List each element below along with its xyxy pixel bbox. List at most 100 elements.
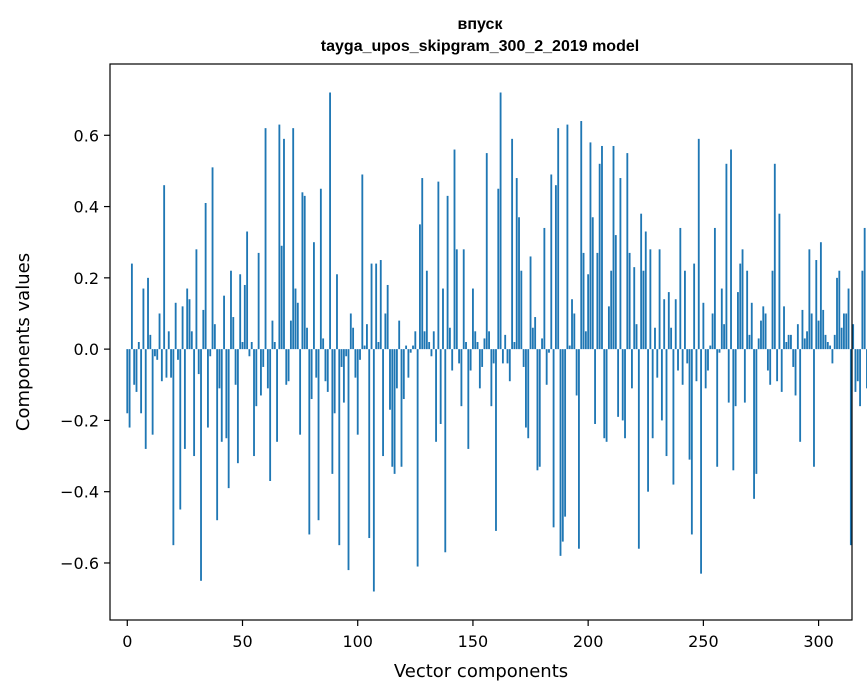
bar-173 xyxy=(525,349,527,428)
bar-27 xyxy=(188,299,191,350)
bar-144 xyxy=(458,349,461,364)
bar-147 xyxy=(465,342,467,350)
bar-191 xyxy=(566,124,569,350)
bar-22 xyxy=(177,349,179,360)
bar-1 xyxy=(128,349,131,428)
bar-135 xyxy=(437,181,440,350)
bar-60 xyxy=(264,128,267,350)
bar-209 xyxy=(607,306,610,350)
bar-218 xyxy=(628,252,631,350)
bar-107 xyxy=(372,349,375,592)
bar-108 xyxy=(375,263,378,350)
bar-82 xyxy=(315,349,318,378)
bar-315 xyxy=(852,324,855,350)
bar-242 xyxy=(684,270,686,350)
x-axis-label: Vector components xyxy=(394,661,568,682)
bar-156 xyxy=(485,153,488,350)
bar-266 xyxy=(739,263,742,350)
bar-77 xyxy=(303,195,306,350)
bar-43 xyxy=(225,349,228,439)
bar-293 xyxy=(801,309,804,350)
bar-224 xyxy=(642,270,645,350)
bar-132 xyxy=(430,349,433,357)
bar-89 xyxy=(331,349,334,474)
bar-16 xyxy=(163,185,166,350)
bar-310 xyxy=(840,327,843,350)
bar-280 xyxy=(771,270,774,350)
bar-72 xyxy=(292,128,295,350)
bar-300 xyxy=(817,320,820,350)
bar-102 xyxy=(361,174,364,350)
bar-234 xyxy=(665,349,668,457)
bar-103 xyxy=(363,345,366,350)
bar-213 xyxy=(617,349,620,417)
bar-66 xyxy=(278,124,281,350)
bar-295 xyxy=(806,331,808,350)
bar-179 xyxy=(538,349,541,467)
bar-228 xyxy=(651,349,654,439)
bar-159 xyxy=(492,349,495,364)
bar-98 xyxy=(352,327,355,350)
bar-188 xyxy=(559,349,562,556)
bar-134 xyxy=(435,349,437,442)
bar-39 xyxy=(216,349,219,521)
bar-270 xyxy=(748,334,751,350)
bar-161 xyxy=(497,188,500,350)
bar-227 xyxy=(649,249,652,350)
bar-120 xyxy=(402,349,405,400)
bar-25 xyxy=(183,349,186,449)
bar-111 xyxy=(382,349,384,457)
bar-215 xyxy=(621,349,624,421)
bar-216 xyxy=(624,349,626,439)
bar-180 xyxy=(541,338,543,350)
bar-12 xyxy=(154,349,156,357)
bar-88 xyxy=(329,92,331,350)
bar-305 xyxy=(829,345,832,350)
bar-81 xyxy=(313,242,315,350)
bar-21 xyxy=(174,302,177,350)
bar-233 xyxy=(663,299,666,350)
bar-122 xyxy=(407,349,410,378)
bar-200 xyxy=(587,274,590,350)
bar-254 xyxy=(711,313,714,350)
bar-74 xyxy=(296,302,299,350)
bar-313 xyxy=(847,288,850,350)
bar-141 xyxy=(451,349,454,371)
bar-42 xyxy=(223,295,225,350)
bar-86 xyxy=(324,349,327,382)
bar-13 xyxy=(156,349,159,360)
bar-260 xyxy=(725,163,728,350)
bar-240 xyxy=(679,227,682,350)
bar-67 xyxy=(280,245,283,350)
bar-274 xyxy=(757,338,760,350)
x-tick-label-300: 300 xyxy=(803,632,834,651)
bar-207 xyxy=(603,349,606,439)
bar-112 xyxy=(384,313,387,350)
bar-58 xyxy=(260,349,262,396)
bar-255 xyxy=(713,227,716,350)
bar-297 xyxy=(810,313,813,350)
bar-79 xyxy=(308,349,311,535)
bar-306 xyxy=(831,349,834,364)
bar-205 xyxy=(598,163,601,350)
bar-219 xyxy=(631,349,633,389)
bar-186 xyxy=(554,185,557,350)
bar-106 xyxy=(370,263,373,350)
bar-276 xyxy=(762,306,765,350)
bar-48 xyxy=(236,349,239,464)
bar-143 xyxy=(455,249,458,350)
bar-38 xyxy=(213,324,216,350)
bar-93 xyxy=(340,349,343,367)
bar-131 xyxy=(428,342,431,350)
bar-190 xyxy=(564,349,567,517)
bar-181 xyxy=(543,227,546,350)
bar-165 xyxy=(506,349,509,364)
bar-2 xyxy=(130,263,133,350)
bar-94 xyxy=(342,349,345,403)
bar-223 xyxy=(640,213,643,350)
x-tick-label-100: 100 xyxy=(342,632,373,651)
bar-140 xyxy=(448,327,451,350)
bar-145 xyxy=(460,349,463,407)
bar-138 xyxy=(444,349,447,553)
